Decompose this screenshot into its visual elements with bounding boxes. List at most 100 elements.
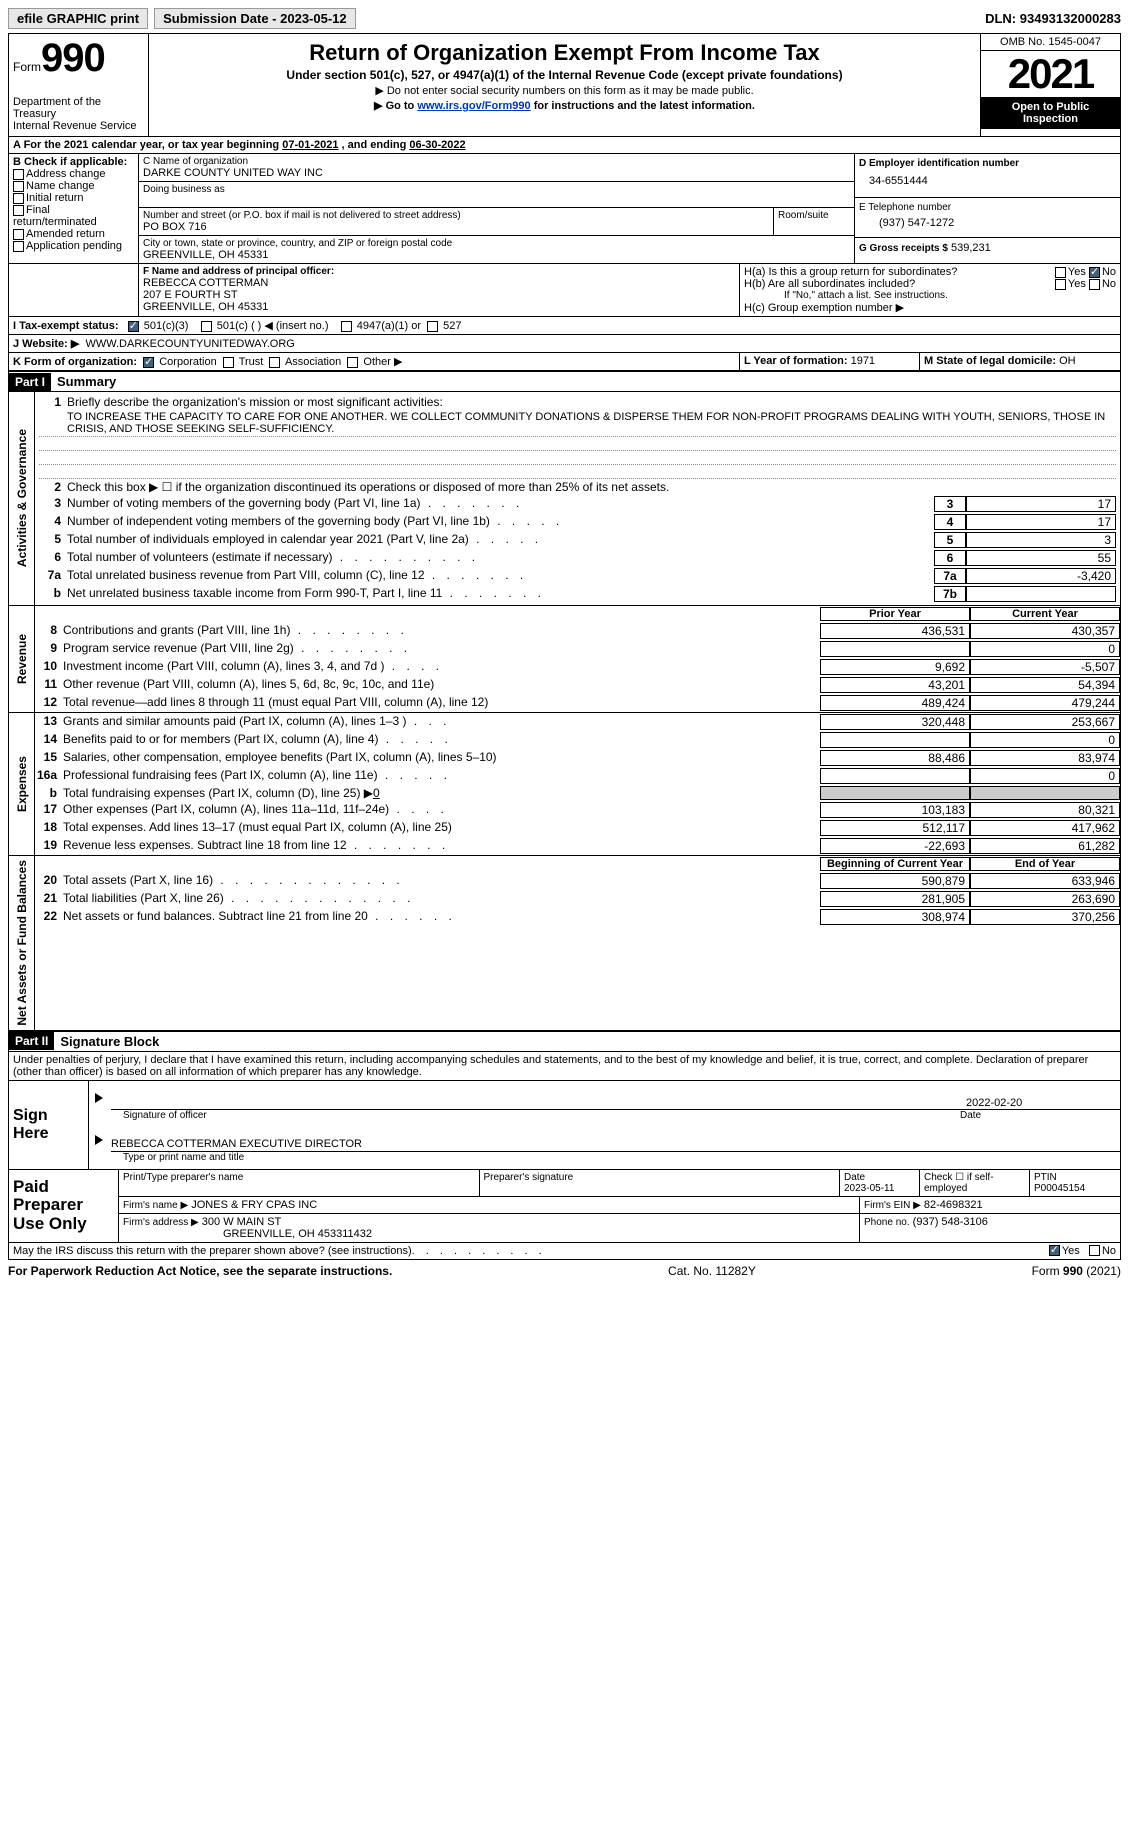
checkbox-name-change[interactable] [13, 181, 24, 192]
checkbox-amended[interactable] [13, 229, 24, 240]
l16b-prior [820, 786, 970, 800]
prep-date: 2023-05-11 [844, 1183, 915, 1194]
revenue-section: Revenue Prior YearCurrent Year 8Contribu… [8, 606, 1121, 713]
l9-prior [820, 641, 970, 657]
checkbox-app-pending[interactable] [13, 241, 24, 252]
part-ii-title: Signature Block [54, 1032, 165, 1051]
checkbox-ha-no[interactable] [1089, 267, 1100, 278]
dln-field: DLN: 93493132000283 [985, 11, 1121, 26]
sig-of-label: Signature of officer [123, 1110, 960, 1121]
checkbox-hb-no[interactable] [1089, 279, 1100, 290]
activities-section: Activities & Governance 1Briefly describ… [8, 392, 1121, 606]
eoy-header: End of Year [970, 857, 1120, 871]
l15-prior: 88,486 [820, 750, 970, 766]
b-final: Final return/terminated [13, 204, 97, 228]
l17-prior: 103,183 [820, 802, 970, 818]
l16b-curr [970, 786, 1120, 800]
l10-curr: -5,507 [970, 659, 1120, 675]
instruct-ssn: ▶ Do not enter social security numbers o… [157, 84, 972, 97]
boy-header: Beginning of Current Year [820, 857, 970, 871]
org-form-row: K Form of organization: Corporation Trus… [8, 353, 1121, 371]
l7a-val: -3,420 [966, 568, 1116, 584]
discuss-text: May the IRS discuss this return with the… [13, 1245, 412, 1257]
checkbox-501c[interactable] [201, 321, 212, 332]
checkbox-trust[interactable] [223, 357, 234, 368]
l16b-text: Total fundraising expenses (Part IX, col… [63, 786, 820, 800]
hb-no: No [1102, 278, 1116, 290]
l4-text: Number of independent voting members of … [67, 514, 934, 530]
officer-group-block: F Name and address of principal officer:… [8, 264, 1121, 317]
b-name: Name change [26, 180, 95, 192]
website-value: WWW.DARKECOUNTYUNITEDWAY.ORG [85, 338, 294, 350]
l16a-curr: 0 [970, 768, 1120, 784]
officer-name: REBECCA COTTERMAN [143, 277, 735, 289]
l15-text: Salaries, other compensation, employee b… [63, 750, 820, 766]
k-other: Other ▶ [363, 356, 402, 368]
l14-text: Benefits paid to or for members (Part IX… [63, 732, 820, 748]
l20-prior: 590,879 [820, 873, 970, 889]
k-corp: Corporation [159, 356, 216, 368]
k-assoc: Association [285, 356, 341, 368]
checkbox-discuss-no[interactable] [1089, 1245, 1100, 1256]
box-m-label: M State of legal domicile: [924, 355, 1056, 367]
sig-arrow-icon [89, 1087, 111, 1110]
checkbox-4947[interactable] [341, 321, 352, 332]
checkbox-discuss-yes[interactable] [1049, 1245, 1060, 1256]
gross-receipts: 539,231 [951, 242, 991, 254]
firm-phone: (937) 548-3106 [913, 1216, 988, 1228]
hb-note: If "No," attach a list. See instructions… [744, 290, 1116, 301]
ha-yes: Yes [1068, 266, 1086, 278]
checkbox-assoc[interactable] [269, 357, 280, 368]
city-value: GREENVILLE, OH 45331 [143, 249, 850, 261]
expenses-section: Expenses 13Grants and similar amounts pa… [8, 713, 1121, 856]
box-l-label: L Year of formation: [744, 355, 848, 367]
main-title: Return of Organization Exempt From Incom… [157, 40, 972, 66]
website-row: J Website: ▶ WWW.DARKECOUNTYUNITEDWAY.OR… [8, 335, 1121, 353]
submission-date-label: Submission Date - [163, 11, 276, 26]
checkbox-addr-change[interactable] [13, 169, 24, 180]
firm-addr2: GREENVILLE, OH 453311432 [123, 1228, 855, 1240]
l7b-ref: 7b [934, 586, 966, 602]
checkbox-hb-yes[interactable] [1055, 279, 1066, 290]
period-begin: 07-01-2021 [282, 139, 338, 151]
org-name: DARKE COUNTY UNITED WAY INC [143, 167, 850, 179]
sig-date: 2022-02-20 [960, 1097, 1120, 1110]
part-ii-label: Part II [9, 1032, 54, 1050]
form-number: 990 [41, 36, 105, 80]
checkbox-corp[interactable] [143, 357, 154, 368]
box-e-label: E Telephone number [859, 202, 1116, 213]
checkbox-final[interactable] [13, 205, 24, 216]
instruct-link-b: for instructions and the latest informat… [531, 100, 755, 112]
firm-addr1: 300 W MAIN ST [202, 1216, 281, 1228]
discuss-row: May the IRS discuss this return with the… [8, 1243, 1121, 1260]
date-label: Date [960, 1110, 1120, 1121]
b-app: Application pending [26, 240, 122, 252]
officer-city: GREENVILLE, OH 45331 [143, 301, 735, 313]
form-label: Form [13, 60, 41, 74]
cat-no: Cat. No. 11282Y [668, 1264, 756, 1278]
checkbox-527[interactable] [427, 321, 438, 332]
open-to-public: Open to Public Inspection [981, 97, 1120, 129]
checkbox-ha-yes[interactable] [1055, 267, 1066, 278]
prep-date-label: Date [844, 1172, 915, 1183]
side-revenue: Revenue [13, 630, 31, 688]
submission-date-button[interactable]: Submission Date - 2023-05-12 [154, 8, 356, 29]
efile-print-button[interactable]: efile GRAPHIC print [8, 8, 148, 29]
dln-value: 93493132000283 [1020, 11, 1121, 26]
current-year-header: Current Year [970, 607, 1120, 621]
irs-link[interactable]: www.irs.gov/Form990 [417, 100, 530, 112]
l11-prior: 43,201 [820, 677, 970, 693]
ptin: P00045154 [1034, 1183, 1116, 1194]
i-4947: 4947(a)(1) or [357, 320, 421, 332]
checkbox-501c3[interactable] [128, 321, 139, 332]
checkbox-other[interactable] [347, 357, 358, 368]
l12-prior: 489,424 [820, 695, 970, 711]
prep-name-label: Print/Type preparer's name [123, 1172, 475, 1183]
k-trust: Trust [239, 356, 264, 368]
side-net-assets: Net Assets or Fund Balances [13, 856, 31, 1030]
b-addr: Address change [26, 168, 106, 180]
l11-text: Other revenue (Part VIII, column (A), li… [63, 677, 820, 693]
l17-text: Other expenses (Part IX, column (A), lin… [63, 802, 820, 818]
checkbox-initial[interactable] [13, 193, 24, 204]
l21-text: Total liabilities (Part X, line 26) . . … [63, 891, 820, 907]
